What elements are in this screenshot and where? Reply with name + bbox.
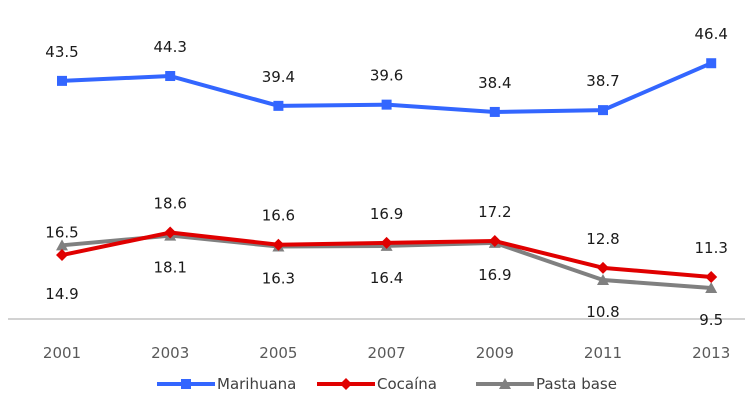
data-label-pasta-base: 18.1 xyxy=(153,259,186,277)
data-labels: 43.5 44.3 39.4 39.6 38.4 38.7 46.4 14.9 18.6 16.6… xyxy=(45,25,728,329)
series-lines xyxy=(61,61,712,290)
data-label-pasta-base: 16.9 xyxy=(478,266,511,284)
x-tick-label: 2009 xyxy=(476,344,514,362)
legend-item-marihuana: Marihuana xyxy=(157,375,296,393)
data-label-pasta-base: 16.3 xyxy=(262,270,295,288)
data-point-coca-na xyxy=(597,261,609,274)
data-label-coca-na: 16.9 xyxy=(370,205,403,223)
data-point-marihuana xyxy=(165,71,176,82)
data-label-coca-na: 14.9 xyxy=(45,285,78,303)
legend-item-coca-na: Cocaína xyxy=(317,375,437,393)
legend-item-pasta-base: Pasta base xyxy=(476,375,617,393)
x-tick-labels: 2001 2003 2005 2007 2009 2011 2013 xyxy=(43,344,730,362)
data-point-pasta-base xyxy=(705,281,718,293)
data-label-marihuana: 39.6 xyxy=(370,67,403,85)
data-label-marihuana: 43.5 xyxy=(45,43,78,61)
data-label-marihuana: 38.7 xyxy=(586,72,619,90)
legend-label: Marihuana xyxy=(217,375,296,393)
x-tick-label: 2007 xyxy=(368,344,406,362)
data-point-marihuana xyxy=(489,106,500,117)
x-tick-label: 2005 xyxy=(259,344,297,362)
legend: Marihuana Cocaína Pasta base xyxy=(157,375,617,393)
legend-marker xyxy=(181,379,191,389)
x-tick-label: 2003 xyxy=(151,344,189,362)
data-point-pasta-base xyxy=(56,239,68,251)
data-label-marihuana: 38.4 xyxy=(478,74,511,92)
data-point-coca-na xyxy=(56,249,68,262)
legend-label: Cocaína xyxy=(377,375,437,393)
data-point-coca-na xyxy=(705,270,718,283)
data-label-pasta-base: 9.5 xyxy=(699,311,723,329)
data-point-marihuana xyxy=(381,99,392,110)
legend-marker xyxy=(340,378,352,390)
data-point-coca-na xyxy=(488,235,501,248)
data-label-pasta-base: 10.8 xyxy=(586,303,619,321)
data-point-marihuana xyxy=(57,75,67,86)
data-point-pasta-base xyxy=(597,274,609,286)
x-tick-label: 2001 xyxy=(43,344,81,362)
data-label-coca-na: 17.2 xyxy=(478,203,511,221)
data-label-marihuana: 39.4 xyxy=(262,68,295,86)
data-label-coca-na: 16.6 xyxy=(262,207,295,225)
data-point-coca-na xyxy=(272,238,285,251)
data-label-coca-na: 12.8 xyxy=(586,230,619,248)
data-label-coca-na: 11.3 xyxy=(694,239,727,257)
data-label-pasta-base: 16.5 xyxy=(45,223,78,241)
data-point-marihuana xyxy=(706,58,717,69)
x-tick-label: 2013 xyxy=(692,344,730,362)
data-label-marihuana: 46.4 xyxy=(694,25,727,43)
legend-label: Pasta base xyxy=(536,375,617,393)
data-point-coca-na xyxy=(164,226,177,239)
data-point-marihuana xyxy=(273,100,284,111)
series-markers xyxy=(56,58,718,293)
data-label-marihuana: 44.3 xyxy=(153,38,186,56)
data-label-coca-na: 18.6 xyxy=(153,195,186,213)
data-point-marihuana xyxy=(598,105,608,116)
data-label-pasta-base: 16.4 xyxy=(370,269,403,287)
x-tick-label: 2011 xyxy=(584,344,622,362)
legend-marker xyxy=(499,378,511,389)
data-point-coca-na xyxy=(380,236,393,249)
